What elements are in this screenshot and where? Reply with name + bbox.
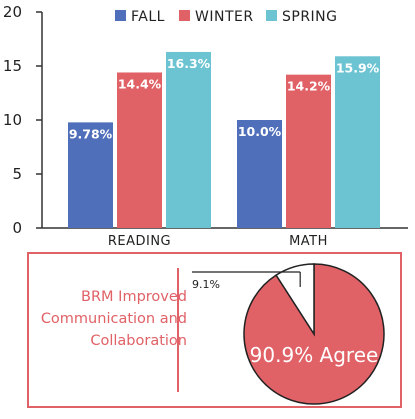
y-tick-label: 10 [3,111,22,129]
pie-small-label: 9.1% [192,278,220,291]
y-tick-label: 15 [3,57,22,75]
bar-data-label: 14.2% [287,79,331,94]
y-tick-label: 20 [3,3,22,21]
y-tick-label: 0 [12,219,22,237]
bar-data-label: 10.0% [238,124,282,139]
legend: FALL WINTER SPRING [115,9,338,25]
bar [166,51,211,229]
legend-label: SPRING [282,9,338,25]
legend-swatch [179,10,190,21]
survey-statement: BRM Improved Communication and Collabora… [40,289,187,349]
survey-panel: BRM Improved Communication and Collabora… [27,252,402,408]
bar [237,120,282,228]
legend-swatch [115,10,126,21]
bar-data-label: 14.4% [118,76,162,91]
bar-data-label: 16.3% [167,56,211,71]
category-label: MATH [289,234,328,249]
pie-chart: 9.1% 90.9% Agree [192,263,385,405]
bar [335,56,380,228]
category-label: READING [108,234,171,249]
bar [68,122,113,228]
legend-swatch [266,10,277,21]
legend-label: FALL [131,9,165,25]
bar-chart: 0 5 10 15 20 FALL WINTER SPRING 9.78% 14.4% 16.3… [3,3,408,249]
pie-main-label: 90.9% Agree [250,343,379,367]
category-labels: READING MATH [108,234,328,249]
legend-label: WINTER [195,9,254,25]
pie-slice-disagree [275,263,315,337]
pie-group: 9.1% 90.9% Agree [192,263,385,405]
panel-divider [177,268,179,392]
y-tick-label: 5 [12,165,22,183]
bar [117,72,162,228]
bar-data-label: 15.9% [336,60,380,75]
bar-data-label: 9.78% [69,126,113,141]
bars-group: 9.78% 14.4% 16.3% 10.0% 14.2% 15.9% [68,51,380,229]
bar [286,74,331,228]
